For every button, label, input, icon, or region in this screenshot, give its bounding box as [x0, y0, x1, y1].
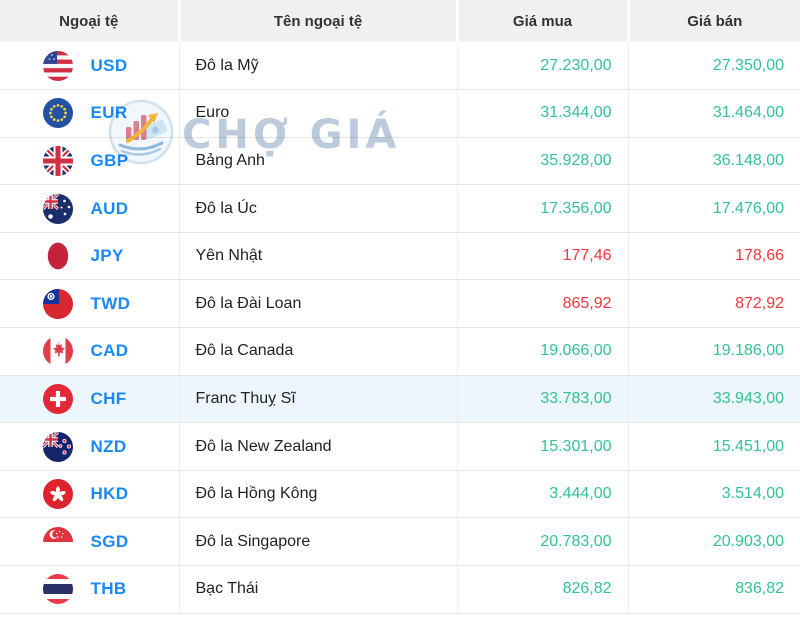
column-header-buy-price: Giá mua	[455, 0, 628, 42]
buy-price: 3.444,00	[456, 470, 628, 519]
currency-name: Franc Thuỵ Sĩ	[178, 375, 457, 424]
currency-row[interactable]: TWD Đô la Đài Loan 865,92 872,92	[0, 279, 800, 329]
sell-price: 27.350,00	[627, 42, 800, 91]
sell-price: 20.903,00	[627, 517, 800, 567]
eur-flag-icon	[43, 98, 73, 129]
table-body: USD Đô la Mỹ 27.230,00 27.350,00 EUR Eur…	[0, 42, 800, 614]
buy-price: 33.783,00	[456, 375, 628, 424]
currency-code-link[interactable]: EUR	[90, 103, 128, 123]
sell-price: 19.186,00	[627, 327, 800, 376]
aud-flag-icon	[43, 193, 73, 224]
sell-price: 36.148,00	[627, 137, 800, 186]
currency-cell: EUR	[0, 89, 179, 138]
buy-price: 31.344,00	[456, 89, 628, 138]
currency-name: Đô la Mỹ	[178, 42, 457, 91]
currency-row[interactable]: HKD Đô la Hồng Kông 3.444,00 3.514,00	[0, 470, 800, 519]
currency-row[interactable]: SGD Đô la Singapore 20.783,00 20.903,00	[0, 517, 800, 567]
buy-price: 27.230,00	[456, 42, 628, 91]
currency-code-link[interactable]: USD	[90, 55, 128, 75]
currency-row[interactable]: AUD Đô la Úc 17.356,00 17.476,00	[0, 184, 800, 233]
jpy-flag-icon	[43, 241, 73, 272]
currency-row[interactable]: THB Bạc Thái 826,82 836,82	[0, 565, 800, 614]
sell-price: 836,82	[627, 565, 800, 614]
currency-cell: TWD	[0, 279, 179, 329]
currency-name: Đô la Úc	[178, 184, 457, 233]
buy-price: 865,92	[456, 279, 628, 329]
column-header-currency-name: Tên ngoại tệ	[177, 0, 457, 42]
column-header-currency: Ngoại tệ	[0, 0, 179, 42]
currency-name: Đô la Canada	[178, 327, 457, 376]
currency-name: Euro	[178, 89, 457, 138]
sell-price: 3.514,00	[627, 470, 800, 519]
chf-flag-icon	[43, 383, 73, 414]
cad-flag-icon	[43, 336, 73, 367]
currency-cell: CAD	[0, 327, 179, 376]
buy-price: 35.928,00	[456, 137, 628, 186]
buy-price: 19.066,00	[456, 327, 628, 376]
buy-price: 20.783,00	[456, 517, 628, 567]
currency-code-link[interactable]: NZD	[90, 436, 127, 456]
currency-code-link[interactable]: TWD	[90, 293, 131, 313]
currency-row[interactable]: NZD Đô la New Zealand 15.301,00 15.451,0…	[0, 422, 800, 471]
currency-row[interactable]: USD Đô la Mỹ 27.230,00 27.350,00	[0, 42, 800, 91]
buy-price: 177,46	[456, 232, 628, 281]
currency-code-link[interactable]: CAD	[90, 341, 129, 361]
twd-flag-icon	[43, 288, 73, 319]
hkd-flag-icon	[43, 479, 73, 510]
currency-row[interactable]: CHF Franc Thuỵ Sĩ 33.783,00 33.943,00	[0, 375, 800, 424]
sell-price: 31.464,00	[627, 89, 800, 138]
currency-code-link[interactable]: THB	[90, 579, 127, 599]
currency-name: Đô la Singapore	[178, 517, 457, 567]
currency-row[interactable]: GBP Bảng Anh 35.928,00 36.148,00	[0, 137, 800, 186]
currency-name: Đô la Đài Loan	[178, 279, 457, 329]
currency-cell: CHF	[0, 375, 179, 424]
currency-row[interactable]: EUR Euro 31.344,00 31.464,00	[0, 89, 800, 138]
sell-price: 33.943,00	[627, 375, 800, 424]
currency-cell: SGD	[0, 517, 179, 567]
currency-cell: USD	[0, 42, 179, 91]
nzd-flag-icon	[43, 431, 73, 462]
currency-cell: GBP	[0, 137, 179, 186]
currency-row[interactable]: JPY Yên Nhật 177,46 178,66	[0, 232, 800, 281]
currency-name: Bạc Thái	[178, 565, 457, 614]
sell-price: 17.476,00	[627, 184, 800, 233]
currency-code-link[interactable]: SGD	[90, 531, 129, 551]
currency-name: Đô la Hồng Kông	[178, 470, 457, 519]
currency-name: Yên Nhật	[178, 232, 457, 281]
buy-price: 15.301,00	[456, 422, 628, 471]
sgd-flag-icon	[43, 526, 73, 557]
currency-cell: AUD	[0, 184, 179, 233]
currency-code-link[interactable]: GBP	[90, 150, 129, 170]
sell-price: 178,66	[627, 232, 800, 281]
currency-code-link[interactable]: AUD	[90, 198, 129, 218]
column-header-sell-price: Giá bán	[626, 0, 800, 42]
currency-cell: JPY	[0, 232, 179, 281]
currency-cell: NZD	[0, 422, 179, 471]
currency-name: Đô la New Zealand	[178, 422, 457, 471]
currency-cell: THB	[0, 565, 179, 614]
thb-flag-icon	[43, 574, 73, 605]
currency-code-link[interactable]: HKD	[90, 484, 129, 504]
currency-code-link[interactable]: JPY	[90, 246, 124, 266]
sell-price: 872,92	[627, 279, 800, 329]
usd-flag-icon	[43, 50, 73, 81]
buy-price: 17.356,00	[456, 184, 628, 233]
table-header: Ngoại tệ Tên ngoại tệ Giá mua Giá bán	[0, 0, 800, 42]
currency-code-link[interactable]: CHF	[90, 388, 127, 408]
gbp-flag-icon	[43, 145, 73, 176]
buy-price: 826,82	[456, 565, 628, 614]
currency-name: Bảng Anh	[178, 137, 457, 186]
currency-row[interactable]: CAD Đô la Canada 19.066,00 19.186,00	[0, 327, 800, 376]
currency-cell: HKD	[0, 470, 179, 519]
sell-price: 15.451,00	[627, 422, 800, 471]
